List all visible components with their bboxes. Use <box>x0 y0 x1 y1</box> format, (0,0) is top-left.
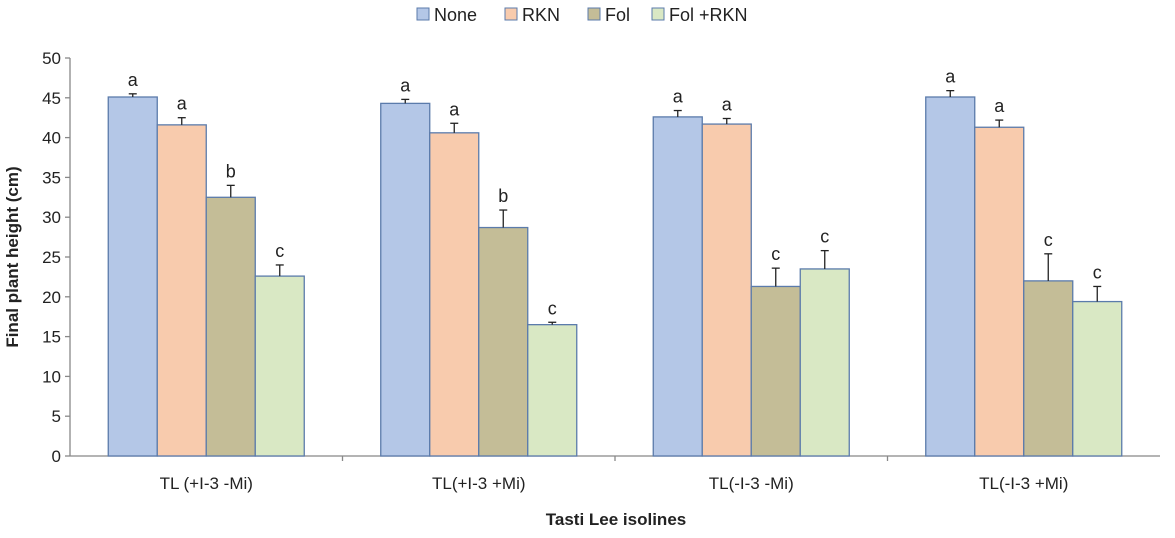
legend-swatch <box>651 7 665 21</box>
legend-swatch <box>587 7 601 21</box>
bar <box>1023 280 1074 457</box>
legend-label: RKN <box>522 5 560 25</box>
y-tick-label: 50 <box>42 49 61 68</box>
axes: 0 5 10 15 20 25 30 35 40 45 50 TL (+I-3 -Mi) TL(+I-3… <box>42 49 1160 493</box>
x-tick-label: TL(-I-3 +Mi) <box>979 474 1068 493</box>
significance-letter: a <box>994 96 1005 116</box>
bar <box>107 96 158 457</box>
x-tick-label: TL (+I-3 -Mi) <box>160 474 253 493</box>
y-axis-label: Final plant height (cm) <box>3 166 22 347</box>
y-tick-label: 40 <box>42 129 61 148</box>
legend: None RKN Fol Fol +RKN <box>416 5 748 25</box>
significance-letter: a <box>128 70 139 90</box>
significance-letter: c <box>820 227 829 247</box>
significance-letter: b <box>226 161 236 181</box>
legend-swatch <box>416 7 430 21</box>
significance-letter: c <box>275 241 284 261</box>
bar <box>478 226 529 457</box>
y-tick-label: 0 <box>52 447 61 466</box>
bar <box>527 324 578 457</box>
y-tick-label: 15 <box>42 328 61 347</box>
bar <box>156 124 207 457</box>
bar <box>254 275 305 457</box>
significance-letter: b <box>498 186 508 206</box>
bar <box>925 96 976 457</box>
x-tick-label: TL(+I-3 +Mi) <box>432 474 526 493</box>
y-tick-label: 30 <box>42 208 61 227</box>
bar <box>205 196 256 457</box>
bars: a a a a a a a a b b c c c c c c <box>107 67 1123 457</box>
significance-letter: c <box>1093 262 1102 282</box>
bar <box>652 116 703 457</box>
legend-label: Fol +RKN <box>669 5 748 25</box>
significance-letter: a <box>945 67 956 87</box>
y-tick-label: 5 <box>52 407 61 426</box>
bar <box>974 126 1025 457</box>
significance-letter: a <box>449 99 460 119</box>
legend-label: Fol <box>605 5 630 25</box>
significance-letter: a <box>400 75 411 95</box>
significance-letter: c <box>771 244 780 264</box>
bar <box>799 268 850 457</box>
significance-letter: a <box>177 94 188 114</box>
bar <box>429 132 480 457</box>
y-tick-label: 20 <box>42 288 61 307</box>
y-tick-label: 25 <box>42 248 61 267</box>
y-tick-label: 10 <box>42 367 61 386</box>
x-tick-label: TL(-I-3 -Mi) <box>709 474 794 493</box>
legend-swatch <box>504 7 518 21</box>
significance-letter: c <box>1044 230 1053 250</box>
y-tick-label: 45 <box>42 89 61 108</box>
x-axis-label: Tasti Lee isolines <box>546 510 686 529</box>
significance-letter: c <box>548 298 557 318</box>
bar <box>750 285 801 457</box>
significance-letter: a <box>722 94 733 114</box>
bar <box>701 123 752 457</box>
y-tick-label: 35 <box>42 168 61 187</box>
bar <box>1072 300 1123 457</box>
bar <box>380 102 431 457</box>
significance-letter: a <box>673 87 684 107</box>
legend-label: None <box>434 5 477 25</box>
